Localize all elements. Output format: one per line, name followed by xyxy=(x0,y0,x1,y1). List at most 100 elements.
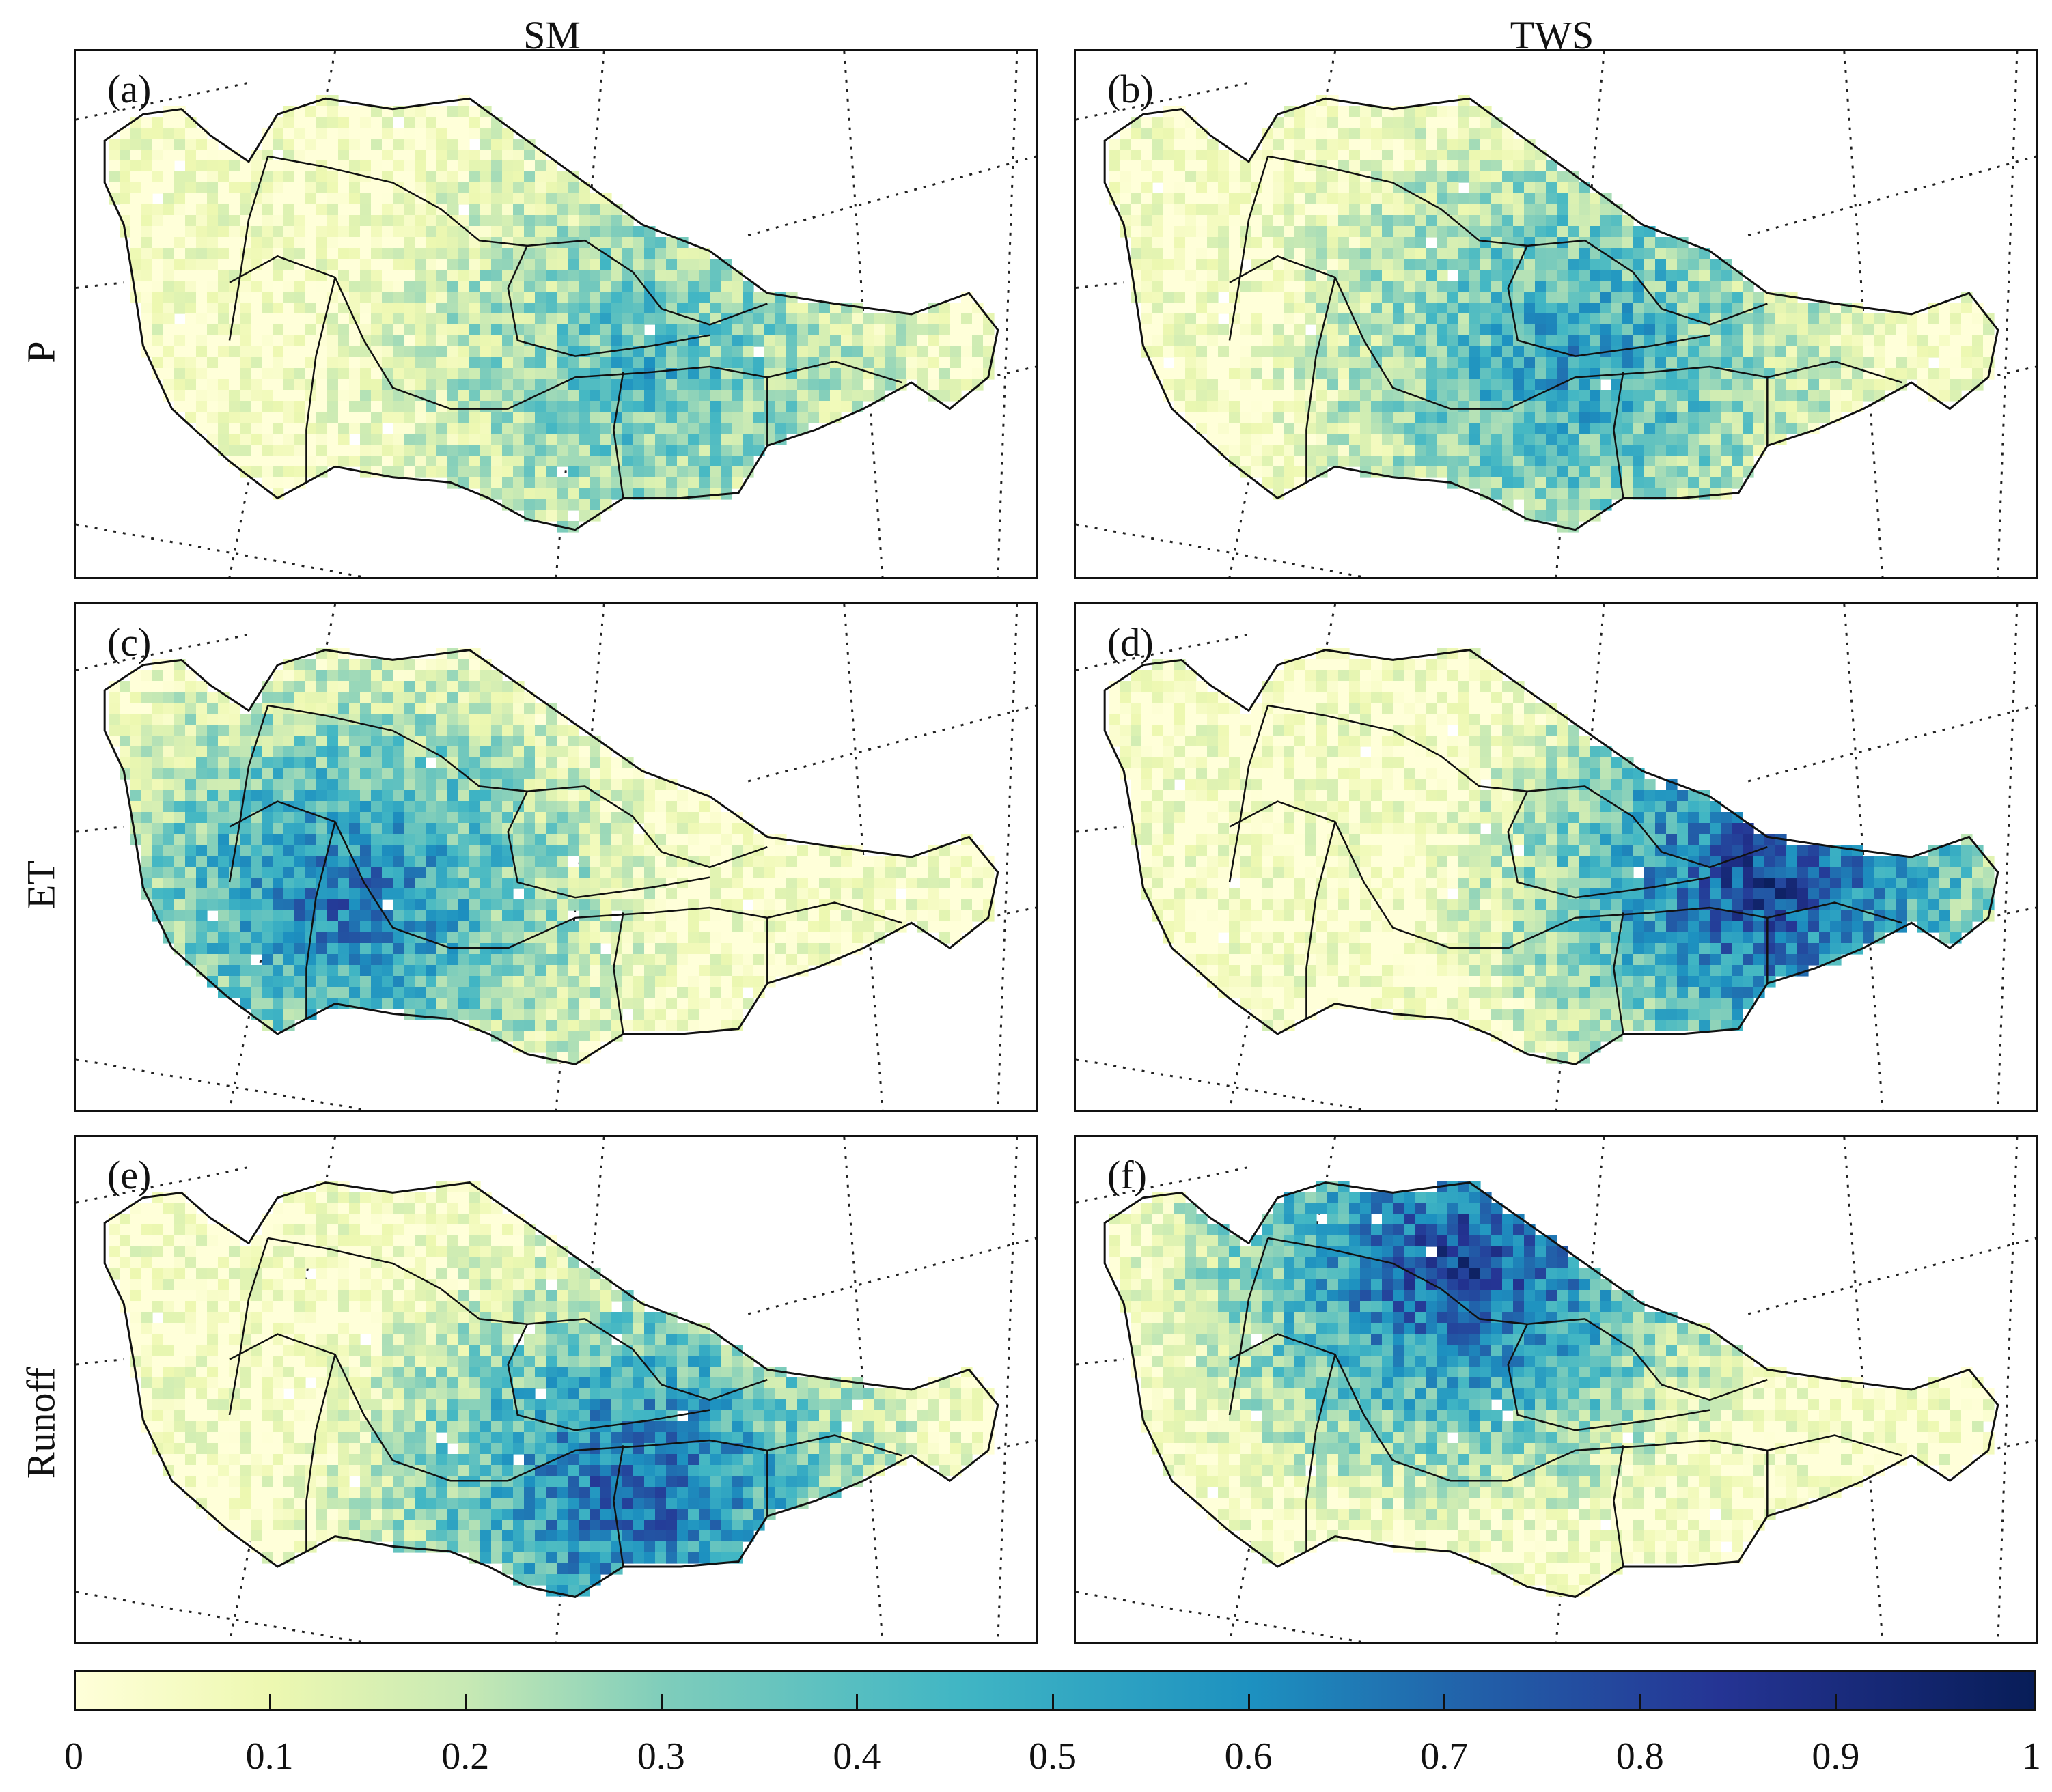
colorbar-tick-mark xyxy=(1443,1694,1446,1709)
colorbar-tick-mark xyxy=(465,1694,467,1709)
graticule-line xyxy=(76,1591,365,1642)
graticule-line xyxy=(1076,281,1124,289)
sub-basin-boundary xyxy=(228,1237,269,1416)
sub-basin-boundary xyxy=(527,239,768,326)
colorbar-tick-label: 0.7 xyxy=(1420,1735,1469,1778)
sub-basin-boundary xyxy=(228,156,269,341)
basin-outline xyxy=(103,1181,999,1598)
sub-basin-boundary xyxy=(1527,239,1768,326)
graticule-line xyxy=(997,1137,1018,1642)
graticule-line xyxy=(843,51,884,577)
basin-outline xyxy=(103,649,999,1065)
graticule-line xyxy=(76,81,249,121)
basin-outline xyxy=(1103,97,1999,531)
raster-cells xyxy=(109,648,995,1064)
map-svg xyxy=(76,604,1036,1110)
sub-basin-boundary xyxy=(267,155,527,247)
sub-basin-boundary xyxy=(1613,372,1624,499)
colorbar-tick-mark xyxy=(1835,1694,1838,1709)
colorbar-tick-label: 0.1 xyxy=(245,1735,294,1778)
sub-basin-boundary xyxy=(228,705,269,883)
graticule-line xyxy=(1843,1137,1884,1642)
basin-outline xyxy=(1103,1181,1999,1598)
sub-basin-boundary xyxy=(1613,912,1624,1035)
graticule-line xyxy=(997,51,1018,577)
sub-basin-boundary xyxy=(267,1237,527,1326)
map-panel-c: (c) xyxy=(74,602,1038,1112)
sub-basin-boundary xyxy=(1508,901,1902,949)
graticule-line xyxy=(1747,1237,2036,1315)
colorbar-tick-label: 0.2 xyxy=(441,1735,490,1778)
graticule-line xyxy=(843,604,884,1110)
row-title-p: P xyxy=(18,341,64,363)
graticule-line xyxy=(988,906,1036,919)
graticule-line xyxy=(76,1058,365,1110)
sub-basin-boundary xyxy=(1228,156,1269,341)
sub-basin-boundary xyxy=(229,1333,508,1482)
graticule-line xyxy=(1076,1358,1124,1366)
basin-outline xyxy=(103,97,999,531)
sub-basin-boundary xyxy=(1507,791,1710,899)
graticule-line xyxy=(1076,826,1124,833)
sub-basin-boundary xyxy=(507,791,710,899)
graticule-line xyxy=(747,155,1036,236)
map-svg xyxy=(1076,51,2036,577)
sub-basin-boundary xyxy=(613,372,624,499)
graticule-line xyxy=(1747,704,2036,783)
panel-label: (e) xyxy=(107,1153,152,1197)
graticule-line xyxy=(76,523,365,577)
sub-basin-boundary xyxy=(1305,821,1336,1019)
graticule-line xyxy=(747,1237,1036,1315)
sub-basin-boundary xyxy=(305,1354,336,1552)
colorbar-tick-label: 0.5 xyxy=(1029,1735,1077,1778)
colorbar-tick-label: 0.9 xyxy=(1812,1735,1860,1778)
graticule-line xyxy=(1988,906,2036,919)
raster-cells xyxy=(1109,95,1995,533)
panel-label: (a) xyxy=(107,67,152,111)
sub-basin-boundary xyxy=(613,1445,624,1567)
graticule-line xyxy=(76,1166,249,1204)
graticule-line xyxy=(1997,51,2019,577)
graticule-line xyxy=(1076,633,1249,671)
panel-label: (f) xyxy=(1107,1153,1147,1197)
graticule-line xyxy=(997,604,1018,1110)
map-panel-e: (e) xyxy=(74,1135,1038,1644)
map-panel-f: (f) xyxy=(1074,1135,2038,1644)
sub-basin-boundary xyxy=(527,785,768,869)
graticule-line xyxy=(988,365,1036,378)
raster-cells xyxy=(109,95,995,533)
colorbar-tick-mark xyxy=(1247,1694,1250,1709)
graticule-line xyxy=(1997,604,2019,1110)
graticule-line xyxy=(1988,1439,2036,1452)
panel-label: (d) xyxy=(1107,620,1154,664)
map-svg xyxy=(76,1137,1036,1642)
sub-basin-boundary xyxy=(1507,245,1710,357)
map-panel-d: (d) xyxy=(1074,602,2038,1112)
colorbar-tick-mark xyxy=(268,1694,271,1709)
raster-cells xyxy=(1109,648,1995,1064)
sub-basin-boundary xyxy=(1527,785,1768,869)
sub-basin-boundary xyxy=(305,821,336,1019)
map-svg xyxy=(76,51,1036,577)
sub-basin-boundary xyxy=(1613,1445,1624,1567)
graticule-line xyxy=(1843,604,1884,1110)
sub-basin-boundary xyxy=(1305,1354,1336,1552)
colorbar-tick-mark xyxy=(1052,1694,1054,1709)
sub-basin-boundary xyxy=(1229,1333,1508,1482)
sub-basin-boundary xyxy=(507,245,710,357)
colorbar xyxy=(74,1670,2036,1711)
sub-basin-boundary xyxy=(267,704,527,793)
sub-basin-boundary xyxy=(507,1324,710,1431)
map-panel-b: (b) xyxy=(1074,49,2038,579)
sub-basin-boundary xyxy=(1267,155,1527,247)
graticule-line xyxy=(1076,1058,1365,1110)
sub-basin-boundary xyxy=(1527,1318,1768,1401)
graticule-line xyxy=(747,704,1036,783)
graticule-line xyxy=(1988,365,2036,378)
colorbar-tick-label: 0.6 xyxy=(1224,1735,1273,1778)
graticule-line xyxy=(76,1358,124,1366)
graticule-line xyxy=(76,281,124,289)
sub-basin-boundary xyxy=(1267,704,1527,793)
colorbar-tick-mark xyxy=(1639,1694,1641,1709)
colorbar-tick-mark xyxy=(660,1694,663,1709)
